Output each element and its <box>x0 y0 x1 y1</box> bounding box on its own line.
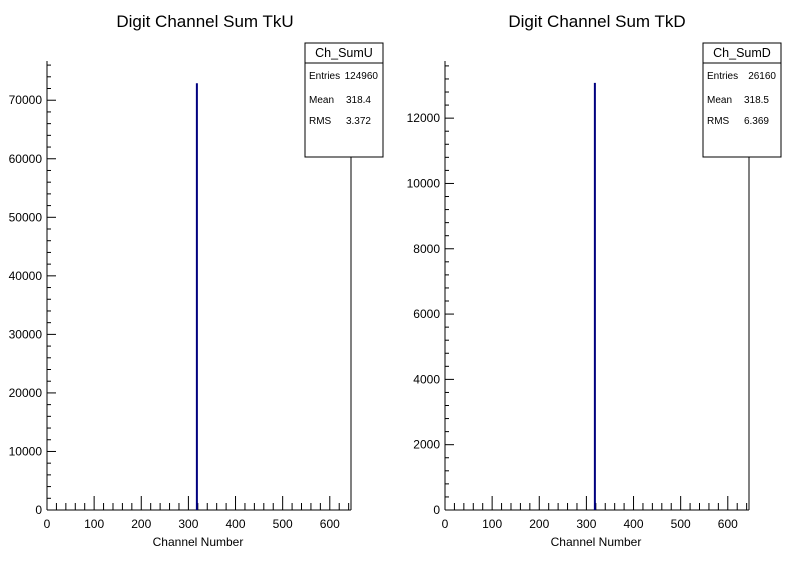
x-axis-label: Channel Number <box>153 535 244 549</box>
chart-title: Digit Channel Sum TkU <box>116 12 293 31</box>
stats-entries-label: Entries <box>707 71 738 82</box>
y-tick-label: 20000 <box>9 386 43 400</box>
stats-box: Ch_SumU Entries 124960 Mean 318.4 RMS 3.… <box>304 42 384 158</box>
x-tick-label: 0 <box>442 517 449 531</box>
y-tick-label: 0 <box>433 503 440 517</box>
stats-box-title: Ch_SumU <box>315 46 373 60</box>
x-tick-label: 500 <box>273 517 293 531</box>
y-tick-label: 10000 <box>9 444 43 458</box>
histogram-bar <box>195 83 198 510</box>
y-tick-label: 0 <box>35 503 42 517</box>
stats-entries-value: 124960 <box>345 71 379 82</box>
x-tick-label: 400 <box>226 517 246 531</box>
x-tick-label: 100 <box>84 517 104 531</box>
y-tick-label: 40000 <box>9 269 43 283</box>
stats-entries-value: 26160 <box>748 71 776 82</box>
stats-box-title: Ch_SumD <box>713 46 771 60</box>
x-tick-label: 100 <box>482 517 502 531</box>
histogram-panel-left: Digit Channel Sum TkU 0 100 200 300 400 500 60… <box>9 12 384 549</box>
x-tick-label: 300 <box>178 517 198 531</box>
x-tick-label: 400 <box>624 517 644 531</box>
stats-mean-value: 318.4 <box>346 95 371 106</box>
y-tick-label: 60000 <box>9 152 43 166</box>
axes: 0 100 200 300 400 500 600 0 10000 20000 30000 40000… <box>9 61 352 531</box>
histogram-bar <box>593 82 596 511</box>
y-tick-label: 2000 <box>413 438 440 452</box>
y-tick-label: 8000 <box>413 242 440 256</box>
y-tick-label: 4000 <box>413 372 440 386</box>
axes: 0 100 200 300 400 500 600020004000600080001000… <box>407 61 750 531</box>
x-tick-label: 300 <box>576 517 596 531</box>
stats-mean-label: Mean <box>309 95 334 106</box>
y-tick-label: 12000 <box>407 111 441 125</box>
chart-title: Digit Channel Sum TkD <box>508 12 685 31</box>
x-tick-label: 600 <box>320 517 340 531</box>
stats-rms-value: 6.369 <box>744 116 769 127</box>
x-tick-label: 500 <box>671 517 691 531</box>
x-axis-label: Channel Number <box>551 535 642 549</box>
x-tick-label: 200 <box>131 517 151 531</box>
y-tick-label: 50000 <box>9 210 43 224</box>
stats-box: Ch_SumD Entries 26160 Mean 318.5 RMS 6.3… <box>702 42 782 158</box>
stats-mean-label: Mean <box>707 95 732 106</box>
stats-mean-value: 318.5 <box>744 95 769 106</box>
y-tick-label: 70000 <box>9 93 43 107</box>
stats-rms-value: 3.372 <box>346 116 371 127</box>
x-tick-label: 600 <box>718 517 738 531</box>
y-tick-label: 30000 <box>9 327 43 341</box>
histogram-panel-right: Digit Channel Sum TkD 0 100 200 300 400 500 60… <box>407 12 782 549</box>
x-tick-label: 200 <box>529 517 549 531</box>
stats-rms-label: RMS <box>309 116 332 127</box>
y-tick-label: 6000 <box>413 307 440 321</box>
stats-rms-label: RMS <box>707 116 730 127</box>
y-tick-label: 10000 <box>407 176 441 190</box>
stats-entries-label: Entries <box>309 71 340 82</box>
x-tick-label: 0 <box>44 517 51 531</box>
